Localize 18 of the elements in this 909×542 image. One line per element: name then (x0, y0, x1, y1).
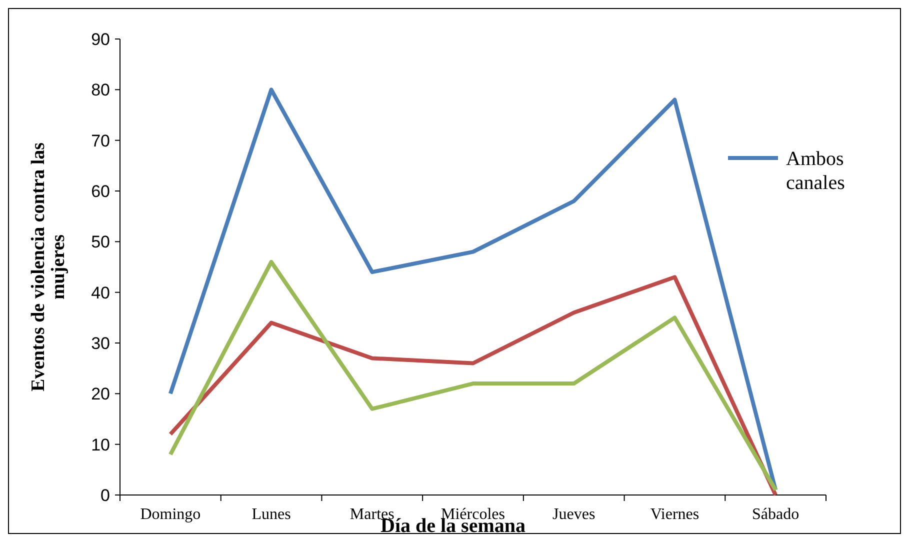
line-series (168, 88, 778, 492)
y-tick-label: 70 (91, 131, 110, 150)
y-tick-label: 60 (91, 182, 110, 201)
y-tick-label: 20 (91, 384, 110, 404)
y-tick-label: 80 (91, 80, 110, 100)
x-tick-label: Viernes (650, 506, 700, 523)
x-tick-label: Domingo (140, 506, 201, 523)
y-tick-label: 10 (91, 435, 110, 454)
legend-label: Ambos canales (786, 148, 846, 194)
y-axis-title: Eventos de violencia contra las mujeres (28, 142, 70, 392)
y-tick-label: 50 (91, 232, 110, 252)
y-tick-label: 30 (91, 334, 110, 353)
y-tick-label: 90 (91, 30, 110, 49)
x-tick-label: Lunes (252, 506, 291, 523)
y-tick-label: 0 (100, 486, 110, 505)
x-tick-label: Sábado (752, 506, 800, 523)
y-tick-label: 40 (91, 283, 110, 302)
x-tick-label: Jueves (552, 506, 596, 523)
